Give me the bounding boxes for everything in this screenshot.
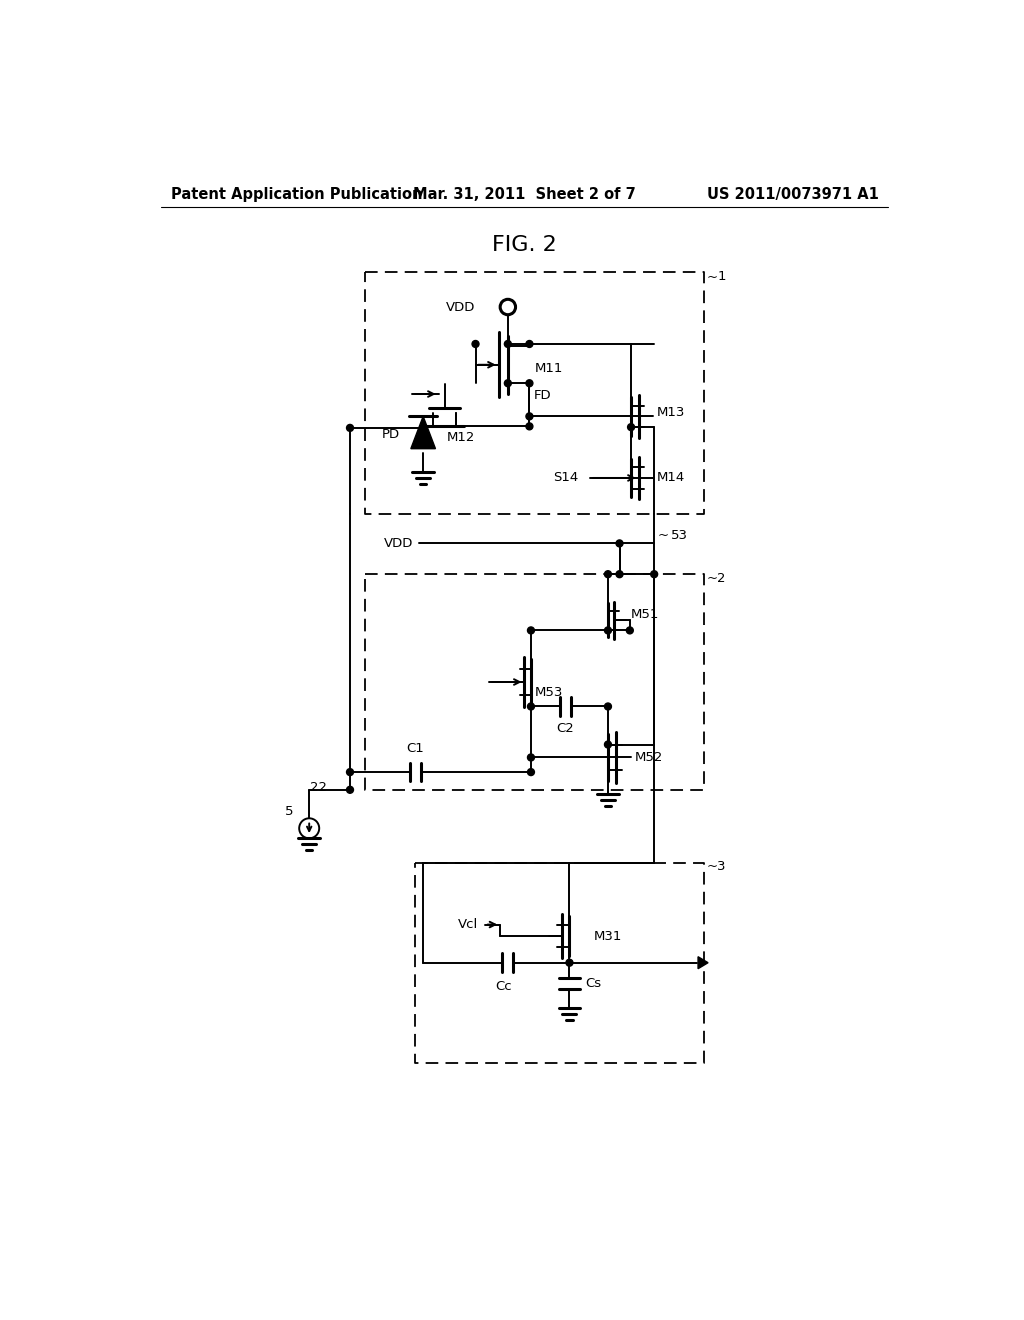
Text: ~: ~: [707, 573, 718, 585]
Circle shape: [604, 627, 611, 634]
Circle shape: [566, 960, 572, 966]
Circle shape: [627, 627, 633, 634]
Polygon shape: [698, 957, 708, 969]
Text: M51: M51: [631, 607, 658, 620]
Text: 53: 53: [671, 529, 688, 543]
Text: M13: M13: [656, 407, 685, 418]
Circle shape: [604, 741, 611, 748]
Circle shape: [526, 422, 532, 430]
Text: S14: S14: [553, 471, 579, 484]
Circle shape: [526, 380, 532, 387]
Circle shape: [604, 570, 611, 578]
Text: VDD: VDD: [384, 537, 413, 550]
Circle shape: [346, 425, 353, 432]
Text: ~: ~: [658, 529, 669, 543]
Text: Cc: Cc: [496, 979, 512, 993]
Circle shape: [346, 768, 353, 776]
Circle shape: [346, 787, 353, 793]
Circle shape: [650, 570, 657, 578]
Text: M53: M53: [535, 686, 563, 698]
Circle shape: [616, 570, 623, 578]
Circle shape: [527, 704, 535, 710]
Text: M31: M31: [593, 929, 622, 942]
Circle shape: [527, 768, 535, 776]
Text: ~: ~: [707, 861, 718, 874]
Circle shape: [527, 754, 535, 760]
Text: Mar. 31, 2011  Sheet 2 of 7: Mar. 31, 2011 Sheet 2 of 7: [414, 187, 636, 202]
Text: C1: C1: [407, 742, 424, 755]
Circle shape: [628, 424, 635, 430]
Text: 22: 22: [310, 781, 327, 795]
Text: C2: C2: [557, 722, 574, 735]
Text: M14: M14: [656, 471, 685, 484]
Circle shape: [527, 627, 535, 634]
Text: ~: ~: [707, 271, 718, 284]
Circle shape: [505, 341, 511, 347]
Circle shape: [472, 341, 479, 347]
Text: 5: 5: [286, 805, 294, 818]
Circle shape: [526, 413, 532, 420]
Text: PD: PD: [382, 428, 400, 441]
Circle shape: [526, 341, 532, 347]
Circle shape: [616, 540, 623, 546]
Text: M11: M11: [535, 362, 563, 375]
Circle shape: [505, 380, 511, 387]
Text: US 2011/0073971 A1: US 2011/0073971 A1: [708, 187, 879, 202]
Text: Vcl: Vcl: [459, 917, 478, 931]
Text: Cs: Cs: [585, 977, 601, 990]
Polygon shape: [411, 416, 435, 449]
Text: Patent Application Publication: Patent Application Publication: [171, 187, 422, 202]
Text: M52: M52: [635, 751, 664, 764]
Text: M12: M12: [446, 430, 475, 444]
Text: VDD: VDD: [446, 301, 475, 314]
Text: 3: 3: [717, 861, 726, 874]
Text: 2: 2: [717, 573, 726, 585]
Text: 1: 1: [717, 271, 726, 284]
Text: FD: FD: [534, 389, 551, 403]
Text: FIG. 2: FIG. 2: [493, 235, 557, 255]
Circle shape: [604, 704, 611, 710]
